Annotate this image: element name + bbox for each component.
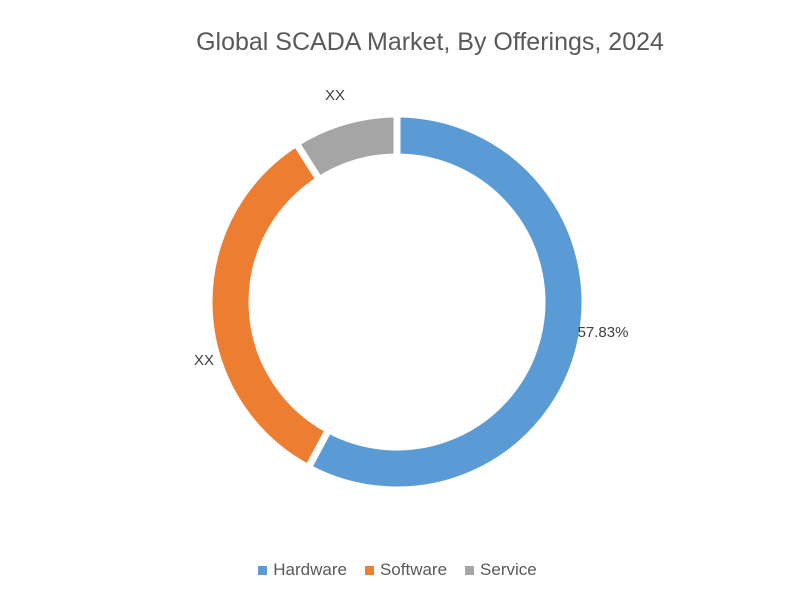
legend-swatch bbox=[258, 565, 268, 575]
legend: Hardware Software Service bbox=[0, 560, 795, 580]
legend-item-software: Software bbox=[364, 560, 448, 580]
data-label-hardware: 57.83% bbox=[578, 324, 629, 341]
data-label-service: XX bbox=[325, 87, 345, 104]
legend-label: Service bbox=[480, 560, 537, 579]
legend-label: Software bbox=[379, 560, 448, 579]
chart-title: Global SCADA Market, By Offerings, 2024 bbox=[196, 28, 664, 56]
data-label-software: XX bbox=[194, 352, 214, 369]
legend-label: Hardware bbox=[273, 560, 347, 579]
slice-hardware bbox=[303, 110, 589, 494]
slice-service bbox=[291, 110, 401, 185]
legend-item-service: Service bbox=[465, 560, 537, 580]
legend-swatch bbox=[465, 565, 475, 575]
slice-software bbox=[205, 138, 334, 473]
legend-swatch bbox=[364, 565, 374, 575]
legend-item-hardware: Hardware bbox=[258, 560, 347, 580]
